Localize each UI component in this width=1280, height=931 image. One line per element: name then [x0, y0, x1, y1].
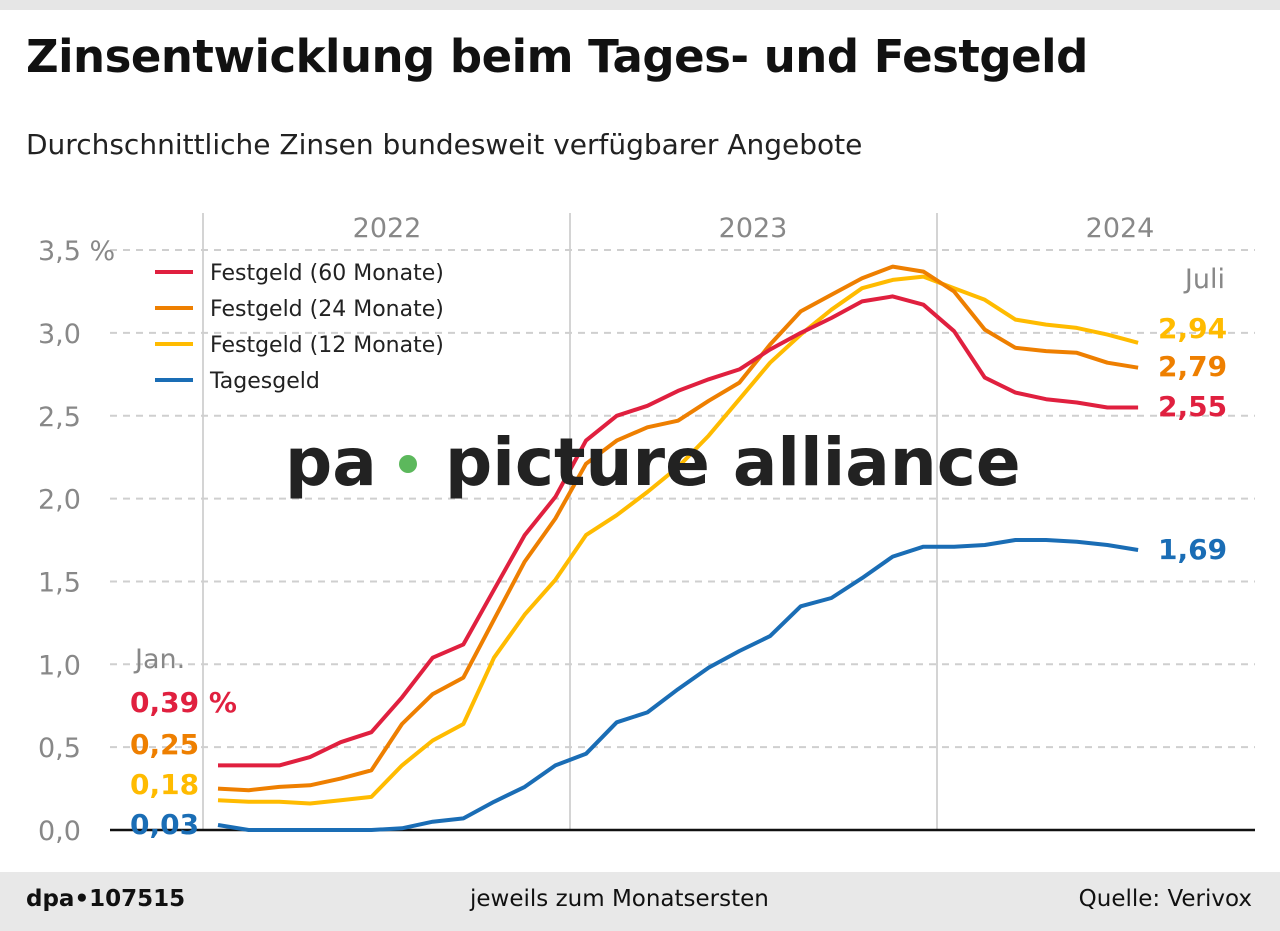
year-label: 2023: [719, 213, 788, 244]
watermark-text: picture alliance: [445, 424, 1021, 501]
y-tick-label: 1,5: [38, 567, 81, 598]
series-line-1: [217, 264, 1139, 793]
y-tick-label: 3,5 %: [38, 236, 115, 267]
start-value-label: 0,25: [130, 728, 199, 761]
watermark-logo: pa picture alliance: [285, 424, 1021, 501]
watermark-dot: [399, 455, 417, 473]
dpa-id: dpa•107515: [26, 886, 186, 912]
chart-title: Zinsentwicklung beim Tages- und Festgeld: [26, 30, 1088, 83]
start-value-label: 0,39 %: [130, 686, 237, 719]
legend-label: Festgeld (60 Monate): [210, 261, 444, 286]
legend-label: Festgeld (24 Monate): [210, 297, 444, 322]
end-month-label: Juli: [1183, 264, 1225, 295]
chart-subtitle: Durchschnittliche Zinsen bundesweit verf…: [26, 128, 863, 161]
start-month-label: Jan.: [133, 644, 185, 675]
top-bar: [0, 0, 1280, 10]
series-line-2: [217, 274, 1139, 806]
year-label: 2024: [1086, 213, 1155, 244]
end-value-label: 2,79: [1158, 350, 1227, 383]
end-value-label: 2,94: [1158, 312, 1227, 345]
y-tick-label: 1,0: [38, 650, 81, 681]
y-tick-label: 2,5: [38, 402, 81, 433]
footer-note: jeweils zum Monatsersten: [470, 886, 769, 912]
y-tick-label: 0,0: [38, 816, 81, 847]
end-value-label: 1,69: [1158, 533, 1227, 566]
footer: dpa•107515 jeweils zum Monatsersten Quel…: [0, 872, 1280, 931]
watermark-text: pa: [285, 424, 377, 501]
legend-label: Festgeld (12 Monate): [210, 333, 444, 358]
series-line-3: [217, 538, 1139, 832]
source: Quelle: Verivox: [1078, 886, 1252, 912]
end-value-label: 2,55: [1158, 390, 1227, 423]
y-tick-label: 0,5: [38, 733, 81, 764]
legend-label: Tagesgeld: [209, 369, 320, 394]
year-label: 2022: [353, 213, 422, 244]
start-value-label: 0,18: [130, 768, 199, 801]
start-value-label: 0,03: [130, 808, 199, 841]
series-line-0: [218, 294, 1139, 768]
y-tick-label: 2,0: [38, 485, 81, 516]
y-tick-label: 3,0: [38, 319, 81, 350]
